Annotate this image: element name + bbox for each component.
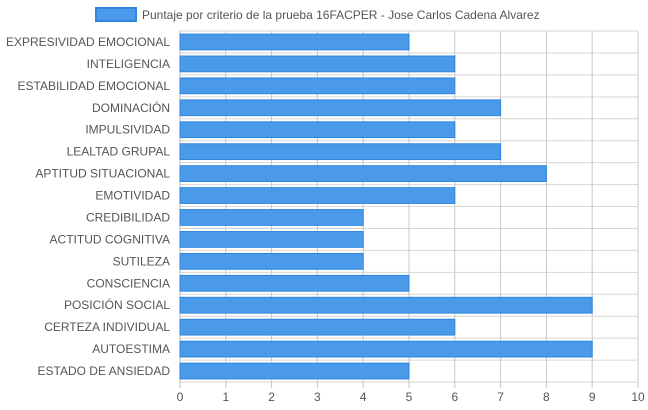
bar[interactable] <box>180 78 455 94</box>
bar[interactable] <box>180 100 501 116</box>
x-tick-label: 2 <box>268 390 275 404</box>
bar[interactable] <box>180 275 409 291</box>
x-tick-label: 8 <box>543 390 550 404</box>
x-tick-label: 3 <box>314 390 321 404</box>
category-label: AUTOESTIMA <box>92 342 170 356</box>
bar[interactable] <box>180 166 546 182</box>
bar[interactable] <box>180 319 455 335</box>
category-label: INTELIGENCIA <box>87 57 170 71</box>
legend[interactable]: Puntaje por criterio de la prueba 16FACP… <box>96 8 540 22</box>
legend-swatch <box>96 8 136 21</box>
category-label: ESTADO DE ANSIEDAD <box>38 364 171 378</box>
category-label: POSICIÓN SOCIAL <box>64 297 170 312</box>
bar[interactable] <box>180 56 455 72</box>
bar[interactable] <box>180 297 592 313</box>
category-label: DOMINACIÓN <box>92 100 170 115</box>
category-label: ESTABILIDAD EMOCIONAL <box>18 79 171 93</box>
bar[interactable] <box>180 253 363 269</box>
category-label: SUTILEZA <box>113 254 170 268</box>
bar[interactable] <box>180 144 501 160</box>
category-label: APTITUD SITUACIONAL <box>35 167 170 181</box>
category-label: CONSCIENCIA <box>87 276 170 290</box>
category-label: CERTEZA INDIVIDUAL <box>44 320 170 334</box>
x-tick-label: 7 <box>497 390 504 404</box>
bar[interactable] <box>180 341 592 357</box>
x-tick-label: 10 <box>631 390 645 404</box>
bar[interactable] <box>180 363 409 379</box>
x-tick-label: 4 <box>360 390 367 404</box>
category-label: CREDIBILIDAD <box>86 210 170 224</box>
legend-label: Puntaje por criterio de la prueba 16FACP… <box>142 8 540 22</box>
bar[interactable] <box>180 188 455 204</box>
category-label: EXPRESIVIDAD EMOCIONAL <box>6 35 170 49</box>
x-tick-label: 1 <box>222 390 229 404</box>
x-tick-label: 9 <box>589 390 596 404</box>
category-labels: EXPRESIVIDAD EMOCIONAL INTELIGENCIA ESTABI… <box>6 35 170 378</box>
bar[interactable] <box>180 122 455 138</box>
bar[interactable] <box>180 232 363 248</box>
category-label: ACTITUD COGNITIVA <box>50 232 170 246</box>
category-label: LEALTAD GRUPAL <box>67 145 171 159</box>
x-tick-label: 0 <box>177 390 184 404</box>
x-axis-tick-labels: 0 1 2 3 4 5 6 7 8 9 10 <box>177 390 645 404</box>
x-tick-label: 5 <box>406 390 413 404</box>
category-label: EMOTIVIDAD <box>95 189 170 203</box>
x-tick-label: 6 <box>451 390 458 404</box>
category-label: IMPULSIVIDAD <box>85 123 170 137</box>
bar[interactable] <box>180 34 409 50</box>
bar[interactable] <box>180 210 363 226</box>
